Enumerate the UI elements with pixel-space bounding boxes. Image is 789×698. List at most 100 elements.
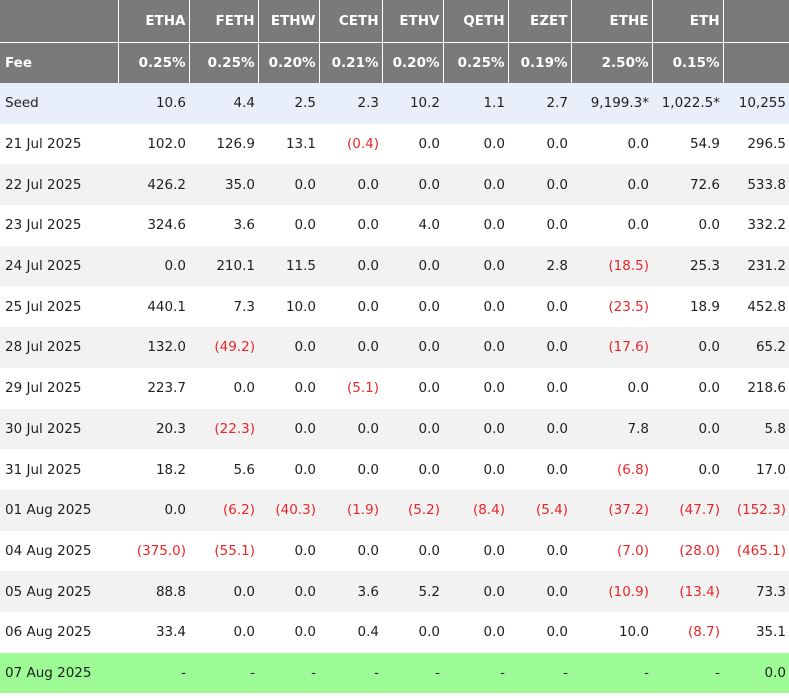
- fee-cell: 2.50%: [571, 42, 653, 83]
- flow-cell: 0.0: [258, 164, 319, 206]
- flow-cell: (8.4): [443, 489, 508, 531]
- flow-cell: 440.1: [118, 286, 189, 328]
- flow-cell: 0.0: [652, 327, 723, 368]
- column-header-ethv: ETHV: [382, 0, 444, 43]
- flow-cell: (0.4): [319, 123, 382, 165]
- flow-cell: 0.0: [508, 123, 571, 165]
- flow-cell: 35.0: [189, 164, 258, 206]
- flow-cell: 18.9: [652, 286, 723, 328]
- flow-cell: 223.7: [118, 367, 189, 409]
- table-row: 05 Aug 2025 88.8 0.0 0.0 3.6 5.2 0.0 0.0 (10.9)(…: [0, 571, 789, 612]
- flow-cell: -: [189, 652, 258, 694]
- total-cell: (152.3): [723, 489, 789, 531]
- flow-cell: (40.3): [258, 489, 319, 531]
- flow-cell: 7.8: [571, 408, 652, 450]
- flow-cell: 4.0: [382, 205, 443, 246]
- total-cell: 73.3: [723, 571, 789, 612]
- fee-cell: 0.20%: [382, 42, 444, 83]
- flow-cell: 0.0: [508, 327, 571, 368]
- total-cell: 10,255: [723, 83, 789, 124]
- column-header-etha: ETHA: [118, 0, 190, 43]
- flow-cell: 4.4: [189, 83, 258, 124]
- table-row: 22 Jul 2025 426.2 35.0 0.0 0.0 0.0 0.0 0.0 0.0 72…: [0, 164, 789, 206]
- flow-cell: (8.7): [652, 611, 723, 653]
- row-label: 04 Aug 2025: [0, 530, 118, 572]
- table-row: 25 Jul 2025 440.1 7.3 10.0 0.0 0.0 0.0 0.0 (23.5…: [0, 286, 789, 328]
- column-header-ceth: CETH: [319, 0, 383, 43]
- total-cell: 231.2: [723, 245, 789, 287]
- row-label: 31 Jul 2025: [0, 449, 118, 490]
- fee-cell: [723, 42, 789, 83]
- flow-cell: 0.4: [319, 611, 382, 653]
- total-cell: 332.2: [723, 205, 789, 246]
- row-label: Seed: [0, 83, 118, 124]
- row-label: 22 Jul 2025: [0, 164, 118, 206]
- table-row: 01 Aug 2025 0.0 (6.2) (40.3) (1.9) (5.2) (8.4)…: [0, 489, 789, 531]
- table-body: Seed 10.6 4.4 2.5 2.3 10.2 1.1 2.7 9,199.3* 1,022…: [0, 83, 789, 694]
- flow-cell: (1.9): [319, 489, 382, 531]
- flow-cell: -: [118, 652, 189, 694]
- flow-cell: (10.9): [571, 571, 652, 612]
- row-label: 07 Aug 2025: [0, 652, 118, 694]
- flow-cell: 0.0: [382, 449, 443, 490]
- flow-cell: 0.0: [319, 245, 382, 287]
- flow-cell: 18.2: [118, 449, 189, 490]
- flow-cell: 0.0: [258, 571, 319, 612]
- flow-cell: 0.0: [258, 530, 319, 572]
- header-corner: [0, 0, 119, 43]
- flow-cell: 13.1: [258, 123, 319, 165]
- flow-cell: 0.0: [443, 571, 508, 612]
- flow-cell: (13.4): [652, 571, 723, 612]
- flow-cell: 20.3: [118, 408, 189, 450]
- fee-cell: 0.25%: [189, 42, 259, 83]
- flow-cell: 3.6: [189, 205, 258, 246]
- flow-cell: 0.0: [443, 164, 508, 206]
- flow-cell: 0.0: [189, 367, 258, 409]
- flow-cell: 0.0: [571, 123, 652, 165]
- row-label: 23 Jul 2025: [0, 205, 118, 246]
- fee-cell: 0.19%: [508, 42, 572, 83]
- flow-cell: 9,199.3*: [571, 83, 652, 124]
- flow-cell: 0.0: [443, 327, 508, 368]
- flow-cell: 0.0: [382, 367, 443, 409]
- row-label: 21 Jul 2025: [0, 123, 118, 165]
- flow-cell: 210.1: [189, 245, 258, 287]
- flow-cell: 324.6: [118, 205, 189, 246]
- row-label: 05 Aug 2025: [0, 571, 118, 612]
- flow-cell: 0.0: [652, 408, 723, 450]
- flow-cell: 0.0: [118, 245, 189, 287]
- table-row: 30 Jul 2025 20.3 (22.3) 0.0 0.0 0.0 0.0 0.0 7.8 0…: [0, 408, 789, 450]
- flow-cell: (18.5): [571, 245, 652, 287]
- fee-label: Fee: [0, 42, 119, 83]
- flow-cell: (5.1): [319, 367, 382, 409]
- column-header-ethw: ETHW: [258, 0, 320, 43]
- total-cell: 17.0: [723, 449, 789, 490]
- flow-cell: 0.0: [382, 123, 443, 165]
- flow-cell: (6.2): [189, 489, 258, 531]
- flow-cell: 0.0: [508, 164, 571, 206]
- row-label: 29 Jul 2025: [0, 367, 118, 409]
- total-cell: 0.0: [723, 652, 789, 694]
- table-row: 24 Jul 2025 0.0 210.1 11.5 0.0 0.0 0.0 2.8 (18.5…: [0, 245, 789, 287]
- flow-cell: 25.3: [652, 245, 723, 287]
- total-cell: 218.6: [723, 367, 789, 409]
- flow-cell: 11.5: [258, 245, 319, 287]
- total-cell: 533.8: [723, 164, 789, 206]
- flow-cell: -: [443, 652, 508, 694]
- flow-cell: 2.8: [508, 245, 571, 287]
- flow-cell: 0.0: [443, 205, 508, 246]
- flow-cell: (55.1): [189, 530, 258, 572]
- flow-cell: 0.0: [382, 286, 443, 328]
- flow-cell: 0.0: [443, 611, 508, 653]
- flow-cell: (28.0): [652, 530, 723, 572]
- flow-cell: 0.0: [319, 164, 382, 206]
- flow-cell: 0.0: [258, 611, 319, 653]
- flow-cell: (5.2): [382, 489, 443, 531]
- flow-cell: -: [382, 652, 443, 694]
- flow-cell: 3.6: [319, 571, 382, 612]
- table-row: 04 Aug 2025 (375.0) (55.1) 0.0 0.0 0.0 0.0 0.0(…: [0, 530, 789, 572]
- flow-cell: 0.0: [258, 449, 319, 490]
- flow-cell: 0.0: [258, 205, 319, 246]
- flow-cell: 0.0: [443, 286, 508, 328]
- total-cell: (465.1): [723, 530, 789, 572]
